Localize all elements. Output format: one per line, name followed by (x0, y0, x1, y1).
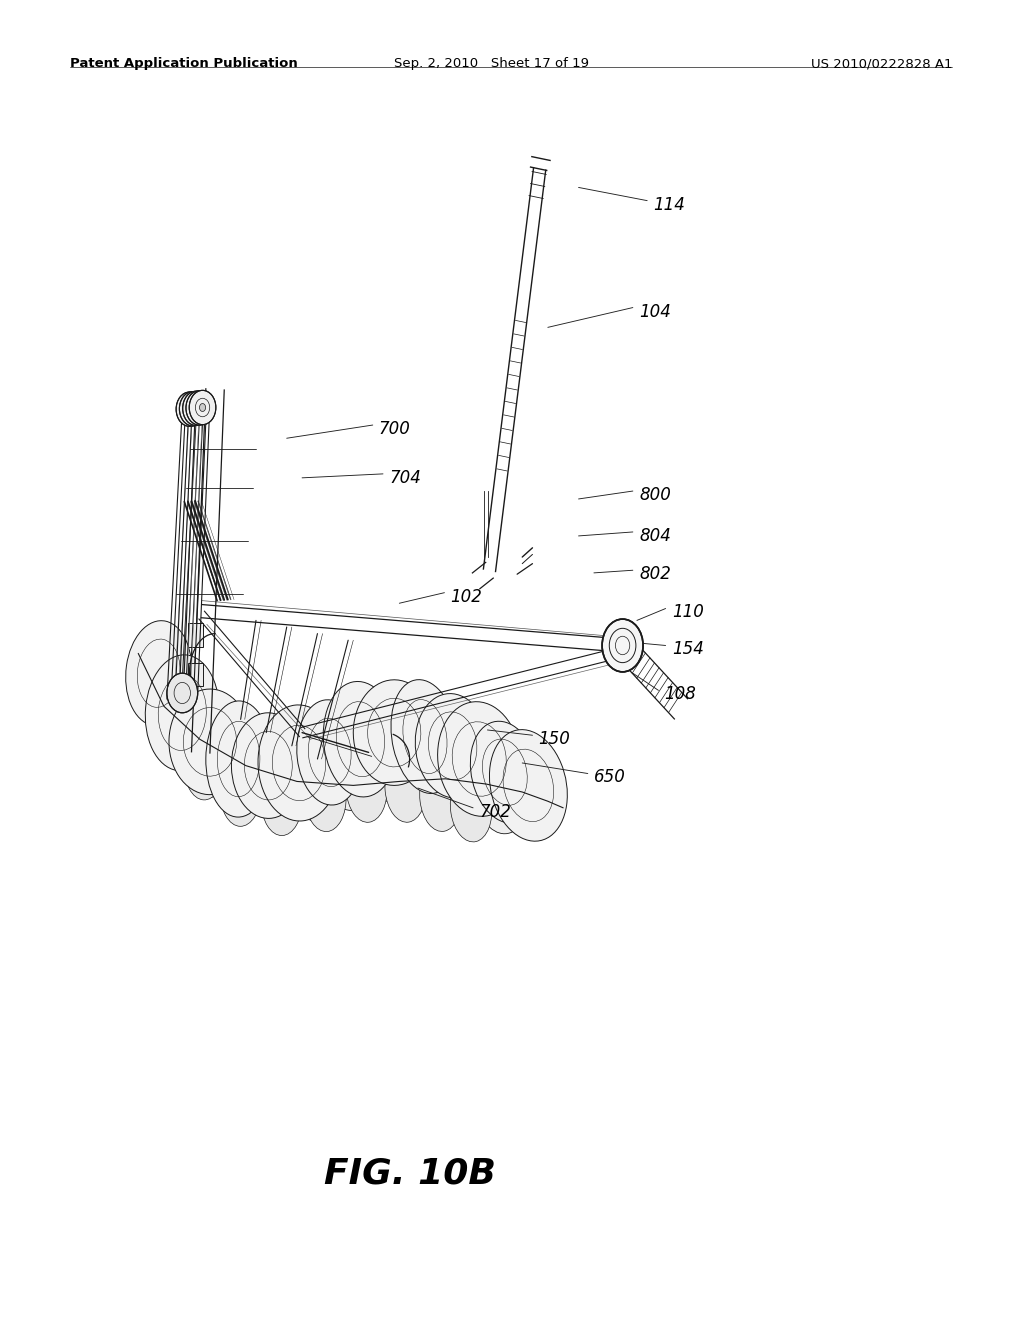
Text: 804: 804 (639, 527, 671, 545)
Ellipse shape (437, 702, 521, 816)
Ellipse shape (289, 737, 342, 821)
Circle shape (193, 404, 199, 412)
Ellipse shape (416, 693, 489, 799)
Circle shape (189, 405, 196, 413)
Circle shape (179, 392, 206, 426)
Text: Patent Application Publication: Patent Application Publication (70, 58, 297, 70)
Text: 114: 114 (653, 195, 685, 214)
Text: US 2010/0222828 A1: US 2010/0222828 A1 (811, 58, 952, 70)
Text: 102: 102 (451, 587, 482, 606)
Circle shape (176, 392, 203, 426)
Text: 150: 150 (539, 730, 570, 748)
Ellipse shape (252, 741, 305, 825)
Ellipse shape (305, 763, 346, 832)
Ellipse shape (420, 763, 461, 832)
Ellipse shape (475, 750, 528, 834)
Ellipse shape (391, 717, 444, 801)
Ellipse shape (385, 754, 426, 822)
Text: 650: 650 (594, 768, 626, 787)
Ellipse shape (183, 713, 237, 797)
Ellipse shape (169, 689, 251, 795)
Circle shape (197, 404, 203, 412)
Ellipse shape (297, 700, 362, 805)
Ellipse shape (451, 774, 492, 842)
Circle shape (182, 391, 209, 425)
Text: 800: 800 (639, 486, 671, 504)
Ellipse shape (231, 713, 305, 818)
Ellipse shape (353, 680, 435, 785)
Ellipse shape (346, 754, 387, 822)
Text: 702: 702 (479, 803, 511, 821)
Circle shape (167, 673, 198, 713)
Ellipse shape (324, 681, 397, 797)
Ellipse shape (258, 705, 340, 821)
Circle shape (186, 405, 193, 413)
Circle shape (189, 391, 216, 425)
Text: 704: 704 (389, 469, 421, 487)
Text: 108: 108 (665, 685, 696, 704)
Text: 802: 802 (639, 565, 671, 583)
Text: 110: 110 (672, 603, 703, 622)
Ellipse shape (422, 726, 475, 810)
Ellipse shape (324, 726, 377, 810)
Bar (188, 623, 203, 647)
Circle shape (200, 404, 206, 412)
Text: FIG. 10B: FIG. 10B (324, 1156, 496, 1191)
Ellipse shape (126, 620, 191, 726)
Text: 104: 104 (639, 302, 671, 321)
Ellipse shape (261, 767, 302, 836)
Ellipse shape (184, 731, 225, 800)
Ellipse shape (489, 730, 567, 841)
Bar (188, 663, 203, 686)
Ellipse shape (357, 717, 411, 801)
Circle shape (602, 619, 643, 672)
Text: 154: 154 (672, 640, 703, 659)
Ellipse shape (145, 655, 219, 771)
Ellipse shape (153, 677, 206, 762)
Text: Sep. 2, 2010   Sheet 17 of 19: Sep. 2, 2010 Sheet 17 of 19 (394, 58, 589, 70)
Ellipse shape (470, 721, 540, 824)
Ellipse shape (206, 701, 271, 817)
Circle shape (186, 391, 213, 425)
Ellipse shape (450, 737, 503, 821)
Ellipse shape (217, 734, 270, 818)
Ellipse shape (391, 680, 459, 793)
Ellipse shape (220, 758, 261, 826)
Text: 700: 700 (379, 420, 411, 438)
